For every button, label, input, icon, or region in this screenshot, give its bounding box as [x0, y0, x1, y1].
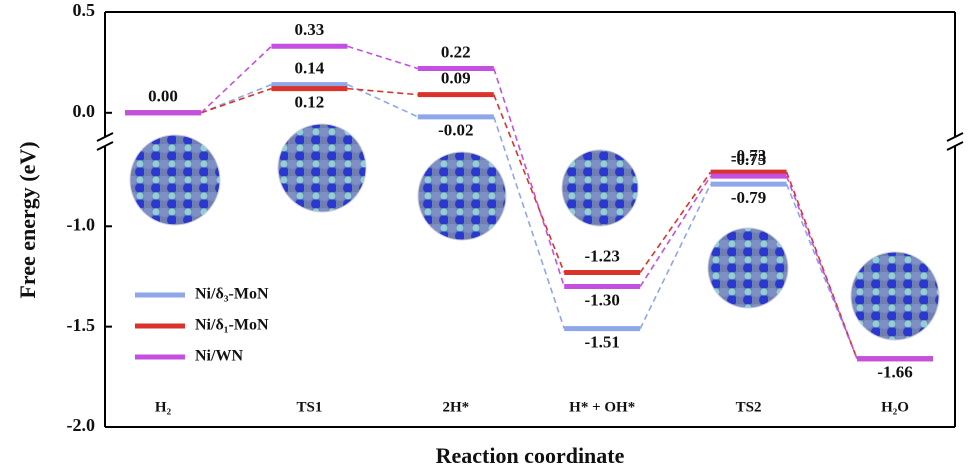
axis-break — [96, 141, 114, 151]
value-label: -1.23 — [584, 246, 619, 265]
value-label: 0.00 — [148, 87, 178, 106]
x-tick-label: H₂O — [881, 399, 909, 415]
legend-label: Ni/δ₃-MoN — [195, 286, 269, 303]
connector — [347, 87, 418, 96]
x-axis-title: Reaction coordinate — [436, 443, 625, 468]
y-tick-label: 0.0 — [73, 101, 96, 121]
connector — [493, 68, 565, 287]
value-label: 0.09 — [441, 69, 471, 88]
connector — [639, 171, 712, 273]
connector — [639, 183, 712, 330]
connector — [785, 183, 858, 360]
legend-label: Ni/δ₁-MoN — [195, 317, 269, 334]
x-tick-label: TS2 — [736, 399, 762, 415]
axis-break — [96, 132, 114, 142]
y-tick-label: 0.5 — [73, 0, 96, 20]
axis-break — [946, 132, 964, 142]
axis-break — [946, 141, 964, 151]
connector — [347, 45, 419, 70]
x-tick-label: H* + OH* — [569, 399, 635, 415]
value-label: -0.02 — [438, 121, 473, 140]
value-label: -1.51 — [584, 333, 619, 352]
value-label: -0.79 — [731, 188, 766, 207]
structures — [129, 123, 940, 341]
y-tick-label: -2.0 — [67, 415, 96, 435]
connector — [200, 87, 272, 114]
connector — [639, 175, 712, 287]
value-label: 0.12 — [295, 93, 325, 112]
value-label: -0.73 — [731, 146, 766, 165]
value-label: 0.22 — [441, 42, 471, 61]
y-tick-label: -1.5 — [67, 315, 96, 335]
x-tick-label: H₂ — [155, 399, 172, 415]
y-axis-title: Free energy (eV) — [15, 141, 40, 298]
legend-label: Ni/WN — [195, 348, 243, 365]
value-label: -1.30 — [584, 290, 619, 309]
connector — [200, 45, 272, 114]
x-tick-label: TS1 — [296, 399, 322, 415]
connector — [493, 116, 565, 329]
value-label: -0.75 — [731, 150, 766, 169]
connector — [785, 171, 858, 360]
x-tick-label: 2H* — [442, 399, 469, 415]
connector — [785, 175, 858, 360]
value-label: 0.33 — [295, 20, 325, 39]
value-label: 0.14 — [295, 58, 325, 77]
y-tick-label: -1.0 — [67, 214, 96, 234]
connector — [493, 94, 565, 273]
value-label: -1.66 — [877, 363, 912, 382]
